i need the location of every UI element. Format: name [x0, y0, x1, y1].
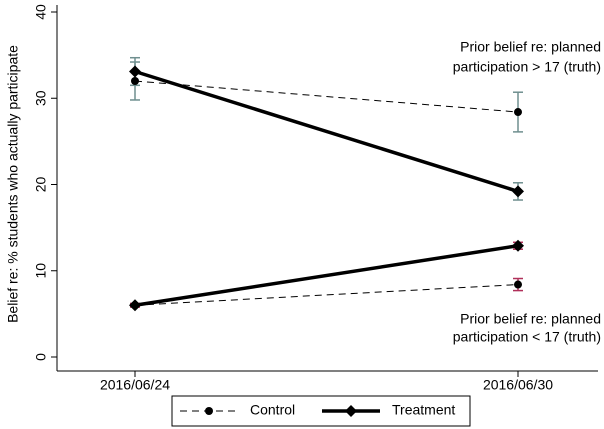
annotation: Prior belief re: planned — [460, 39, 601, 55]
marker — [129, 299, 141, 312]
marker — [514, 280, 522, 289]
marker — [512, 185, 524, 198]
y-tick-label: 20 — [33, 177, 49, 193]
legend — [171, 395, 471, 427]
x-tick-label: 2016/06/30 — [483, 377, 553, 393]
annotation: participation > 17 (truth) — [453, 59, 601, 75]
series-line — [134, 244, 519, 307]
y-tick-label: 40 — [33, 4, 49, 20]
legend-label: Control — [250, 402, 295, 418]
y-tick-label: 30 — [33, 90, 49, 106]
series-line — [134, 80, 519, 113]
x-tick-label: 2016/06/24 — [100, 377, 170, 393]
y-tick-label: 0 — [33, 353, 49, 361]
series-line — [134, 284, 519, 306]
marker — [514, 108, 522, 117]
annotation: participation < 17 (truth) — [453, 329, 601, 345]
annotation: Prior belief re: planned — [460, 311, 601, 327]
series-line — [134, 69, 519, 194]
marker — [345, 405, 357, 417]
marker — [131, 77, 139, 85]
legend-label: Treatment — [392, 402, 455, 418]
y-tick-label: 10 — [33, 263, 49, 279]
marker — [512, 239, 524, 252]
y-axis-label: Belief re: % students who actually parti… — [5, 45, 21, 323]
marker — [205, 407, 213, 415]
marker — [129, 65, 141, 78]
